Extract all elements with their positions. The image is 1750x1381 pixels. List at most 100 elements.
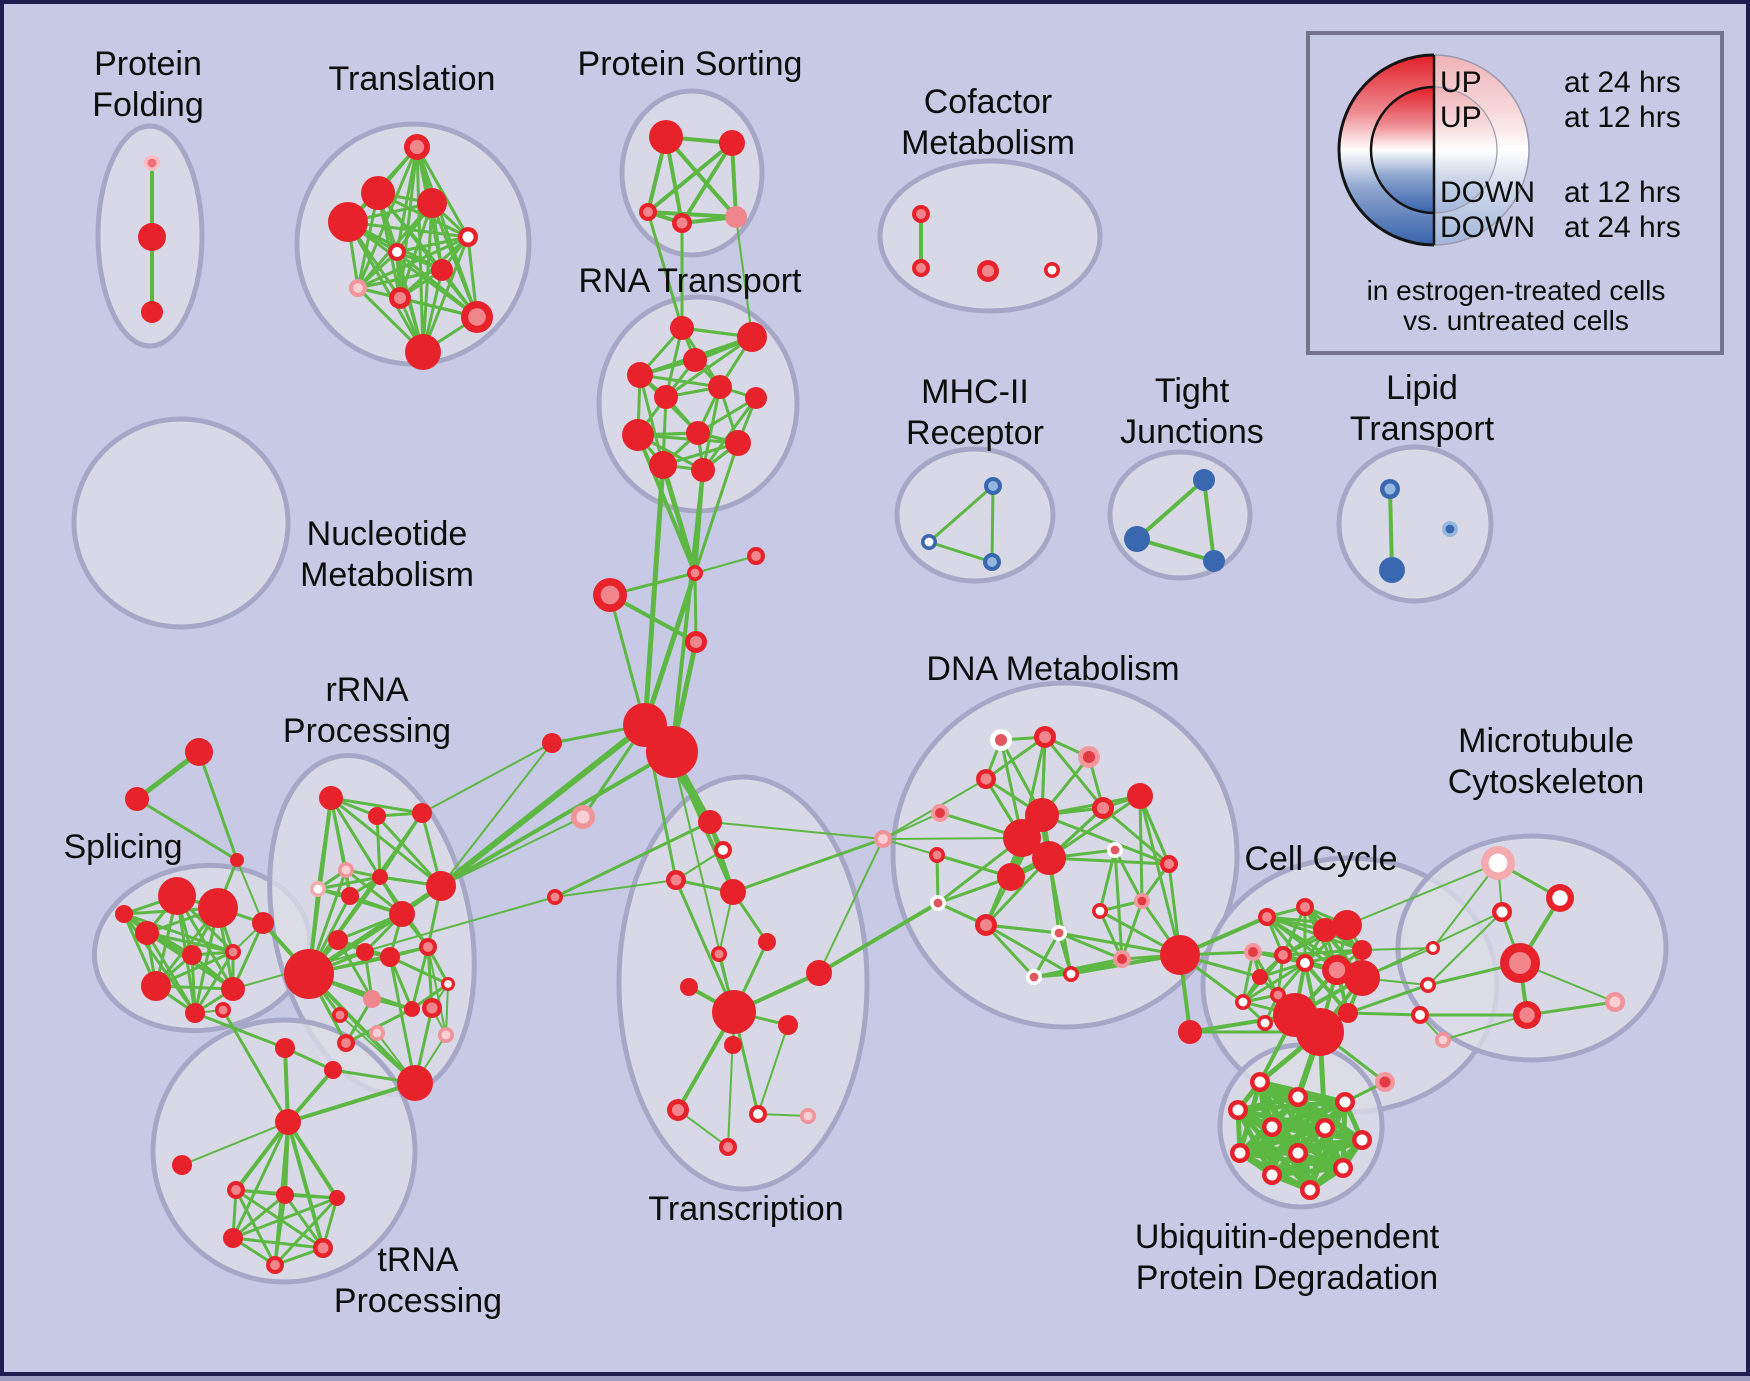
edge xyxy=(426,945,434,1010)
edge xyxy=(927,540,994,564)
node xyxy=(649,451,677,479)
edge xyxy=(430,201,479,319)
cluster-label-cofactor-metabolism-line-1: Metabolism xyxy=(901,124,1075,162)
edge xyxy=(193,950,235,1015)
edge xyxy=(608,593,647,727)
node-center xyxy=(643,207,653,217)
edge xyxy=(1135,537,1216,563)
node xyxy=(1352,940,1372,960)
node xyxy=(1193,469,1215,491)
edge xyxy=(1346,983,1430,1015)
node xyxy=(230,853,244,867)
cluster-label-trna-processing-line-0: tRNA xyxy=(377,1241,459,1279)
node-center xyxy=(994,733,1008,747)
node-center xyxy=(1552,890,1568,906)
edge xyxy=(642,570,698,728)
edge xyxy=(193,1011,287,1050)
node xyxy=(778,1015,798,1035)
node-center xyxy=(916,263,926,273)
node-center xyxy=(353,283,363,293)
node xyxy=(1332,910,1362,940)
node xyxy=(542,733,562,753)
node-center xyxy=(935,808,945,818)
edge xyxy=(415,145,470,239)
node xyxy=(404,1001,420,1017)
node xyxy=(412,803,432,823)
node xyxy=(646,726,698,778)
edge xyxy=(329,796,443,888)
edge xyxy=(286,1120,339,1200)
edge xyxy=(388,955,450,986)
edge xyxy=(990,484,995,564)
node xyxy=(622,419,654,451)
edge xyxy=(356,145,419,290)
node xyxy=(356,943,374,961)
legend-time-24: at 24 hrs xyxy=(1564,66,1681,99)
edge xyxy=(882,838,938,856)
edge xyxy=(439,750,674,888)
legend-donut-outline-inner-left xyxy=(1369,85,1435,215)
node xyxy=(1160,935,1200,975)
node-center xyxy=(231,1185,241,1195)
node-center xyxy=(916,209,926,219)
cluster-label-rrna-processing-line-1: Processing xyxy=(283,712,451,750)
node xyxy=(1127,783,1153,809)
edge xyxy=(234,1120,290,1192)
legend-donut-outline-outer-right xyxy=(1433,54,1530,246)
node-center xyxy=(670,874,682,886)
node-center xyxy=(980,773,992,785)
node-center xyxy=(341,865,351,875)
edge xyxy=(1043,735,1105,810)
cluster-label-microtubule-cytoskeleton-line-1: Cytoskeleton xyxy=(1448,763,1645,801)
node xyxy=(363,990,381,1008)
node-center xyxy=(1038,730,1052,744)
edge xyxy=(670,468,705,754)
edge xyxy=(646,210,684,330)
node xyxy=(708,375,732,399)
node-center xyxy=(803,1111,813,1121)
edge xyxy=(1047,794,1142,860)
node-center xyxy=(1029,972,1039,982)
node-center xyxy=(1110,845,1120,855)
cluster-label-protein-sorting-line-0: Protein Sorting xyxy=(578,45,803,83)
cluster-label-nucleotide-metabolism-line-1: Metabolism xyxy=(300,556,474,594)
node-center xyxy=(1278,950,1288,960)
node xyxy=(182,945,202,965)
node xyxy=(389,901,415,927)
node-center xyxy=(1273,990,1283,1000)
node-center xyxy=(1266,1121,1278,1133)
cluster-ellipse-lipid-transport xyxy=(1336,444,1494,604)
node xyxy=(135,921,159,945)
edge xyxy=(935,853,940,905)
cluster-ellipse-transcription xyxy=(616,774,870,1192)
node-center xyxy=(576,810,590,824)
node-center xyxy=(468,308,486,326)
node-center xyxy=(1328,961,1346,979)
edge xyxy=(642,462,666,728)
node xyxy=(745,387,767,409)
edge xyxy=(1346,1011,1422,1017)
node-center xyxy=(1429,944,1437,952)
legend-dir-down-12: DOWN xyxy=(1440,176,1535,209)
edge xyxy=(283,1193,325,1250)
node-center xyxy=(1384,483,1396,495)
node xyxy=(725,206,747,228)
edge xyxy=(660,462,698,576)
cluster-ellipse-mhc-ii-receptor xyxy=(894,446,1056,584)
node-center xyxy=(676,217,688,229)
node-center xyxy=(1292,1091,1304,1103)
edge xyxy=(329,796,382,879)
node xyxy=(683,348,707,372)
edge xyxy=(231,1120,290,1240)
cluster-ellipse-cofactor-metabolism xyxy=(877,158,1103,314)
node-center xyxy=(979,918,993,932)
edge xyxy=(286,1120,325,1250)
node-center xyxy=(147,158,157,168)
node-center xyxy=(462,231,474,243)
edge xyxy=(554,879,677,898)
node xyxy=(275,1109,301,1135)
edge xyxy=(1432,862,1499,949)
